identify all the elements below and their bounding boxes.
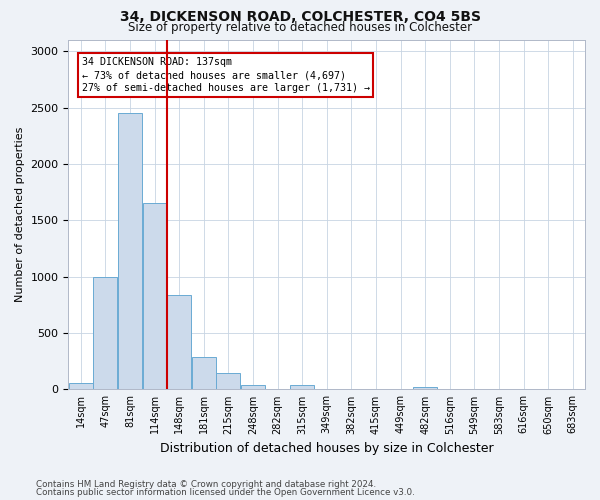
Text: 34 DICKENSON ROAD: 137sqm
← 73% of detached houses are smaller (4,697)
27% of se: 34 DICKENSON ROAD: 137sqm ← 73% of detac… (82, 57, 370, 94)
Bar (290, 385, 314, 390)
Bar (266, 389, 289, 390)
Bar (69, 383, 92, 390)
Bar (192, 356, 215, 390)
Bar (241, 385, 265, 390)
Bar (413, 387, 437, 390)
Text: 34, DICKENSON ROAD, COLCHESTER, CO4 5BS: 34, DICKENSON ROAD, COLCHESTER, CO4 5BS (119, 10, 481, 24)
Y-axis label: Number of detached properties: Number of detached properties (15, 127, 25, 302)
Text: Contains public sector information licensed under the Open Government Licence v3: Contains public sector information licen… (36, 488, 415, 497)
Text: Contains HM Land Registry data © Crown copyright and database right 2024.: Contains HM Land Registry data © Crown c… (36, 480, 376, 489)
Bar (143, 204, 166, 390)
Bar (94, 276, 117, 390)
Text: Size of property relative to detached houses in Colchester: Size of property relative to detached ho… (128, 21, 472, 34)
Bar (118, 114, 142, 390)
Bar (167, 294, 191, 390)
X-axis label: Distribution of detached houses by size in Colchester: Distribution of detached houses by size … (160, 442, 494, 455)
Bar (217, 373, 240, 390)
